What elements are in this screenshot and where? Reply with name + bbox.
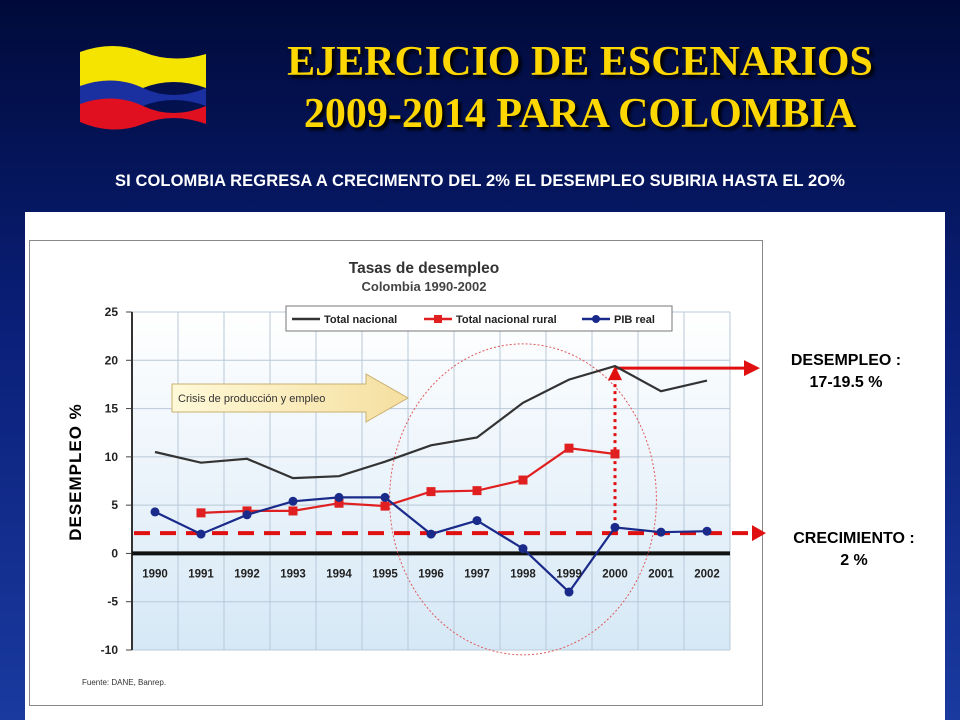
- legend-swatch-marker: [592, 315, 600, 323]
- point-total-nacional-rural: [196, 508, 206, 518]
- point-pib-real: [518, 544, 528, 554]
- crecimiento-label: CRECIMIENTO :: [793, 530, 915, 547]
- legend-label: Total nacional rural: [456, 314, 557, 326]
- title-line-2: 2009-2014 PARA COLOMBIA: [303, 91, 857, 137]
- colombia-flag-icon: [80, 46, 206, 130]
- series-line-total-nacional: [154, 364, 708, 480]
- point-total-nacional-rural: [518, 475, 528, 485]
- highlight-circle: [389, 343, 657, 656]
- chart-title: Tasas de desempleo: [349, 260, 499, 277]
- y-tick-label: 0: [111, 546, 118, 560]
- title-line-1: EJERCICIO DE ESCENARIOS: [287, 39, 873, 85]
- growth-arrowhead: [752, 525, 766, 542]
- unemployment-up-arrowhead: [608, 366, 622, 381]
- point-total-nacional-rural: [334, 498, 344, 508]
- chart-subtitle: Colombia 1990-2002: [361, 279, 486, 294]
- point-total-nacional-rural: [380, 501, 390, 511]
- y-tick-label: -5: [107, 595, 118, 609]
- x-tick-label: 1991: [188, 568, 214, 580]
- y-tick-label: 5: [111, 498, 118, 512]
- y-tick-label: -10: [101, 643, 119, 657]
- point-pib-real: [564, 587, 574, 597]
- x-tick-label: 1992: [234, 568, 260, 580]
- y-tick-label: 10: [105, 450, 119, 464]
- x-tick-label: 1996: [418, 568, 444, 580]
- point-pib-real: [334, 492, 344, 502]
- point-pib-real: [288, 496, 298, 506]
- x-tick-label: 2002: [694, 568, 720, 580]
- point-pib-real: [196, 529, 206, 539]
- y-tick-label: 15: [105, 402, 119, 416]
- point-pib-real: [242, 510, 252, 520]
- point-pib-real: [472, 516, 482, 526]
- crecimiento-value: 2 %: [840, 552, 868, 569]
- outer-y-axis-label: DESEMPLEO %: [66, 403, 85, 541]
- x-tick-label: 1990: [142, 568, 168, 580]
- point-pib-real: [610, 522, 620, 532]
- point-pib-real: [656, 527, 666, 537]
- point-total-nacional-rural: [426, 487, 436, 497]
- crisis-annotation: Crisis de producción y empleo: [178, 393, 325, 405]
- crecimiento-annotation: CRECIMIENTO : 2 %: [764, 528, 944, 572]
- desempleo-label: DESEMPLEO :: [790, 352, 902, 369]
- desempleo-annotation: DESEMPLEO : 17-19.5 %: [758, 350, 934, 394]
- x-tick-label: 1993: [280, 568, 306, 580]
- point-total-nacional-rural: [288, 506, 298, 516]
- point-pib-real: [150, 507, 160, 517]
- crisis-arrow: [171, 373, 410, 423]
- legend-label: Total nacional: [324, 314, 397, 326]
- slide-subtitle: SI COLOMBIA REGRESA A CRECIMENTO DEL 2% …: [114, 172, 846, 190]
- x-tick-label: 1998: [510, 568, 536, 580]
- unemployment-pointer-arrowhead: [744, 360, 760, 377]
- chart-source: Fuente: DANE, Banrep.: [82, 678, 167, 687]
- point-total-nacional-rural: [472, 486, 482, 496]
- legend-swatch-marker: [434, 315, 442, 323]
- x-tick-label: 1995: [372, 568, 398, 580]
- x-tick-label: 2000: [602, 568, 628, 580]
- y-tick-label: 20: [105, 353, 119, 367]
- point-total-nacional-rural: [564, 443, 574, 453]
- point-pib-real: [702, 526, 712, 536]
- x-tick-label: 2001: [648, 568, 674, 580]
- series-line-total-nacional-rural: [200, 447, 616, 514]
- point-pib-real: [380, 492, 390, 502]
- plot-area: [132, 312, 730, 650]
- point-pib-real: [426, 529, 436, 539]
- point-total-nacional-rural: [610, 449, 620, 459]
- y-tick-label: 25: [105, 305, 119, 319]
- slide-title: EJERCICIO DE ESCENARIOS 2009-2014 PARA C…: [200, 36, 960, 140]
- x-tick-label: 1999: [556, 568, 582, 580]
- desempleo-value: 17-19.5 %: [809, 374, 883, 391]
- x-tick-label: 1997: [464, 568, 490, 580]
- x-tick-label: 1994: [326, 568, 352, 580]
- legend-label: PIB real: [614, 314, 655, 326]
